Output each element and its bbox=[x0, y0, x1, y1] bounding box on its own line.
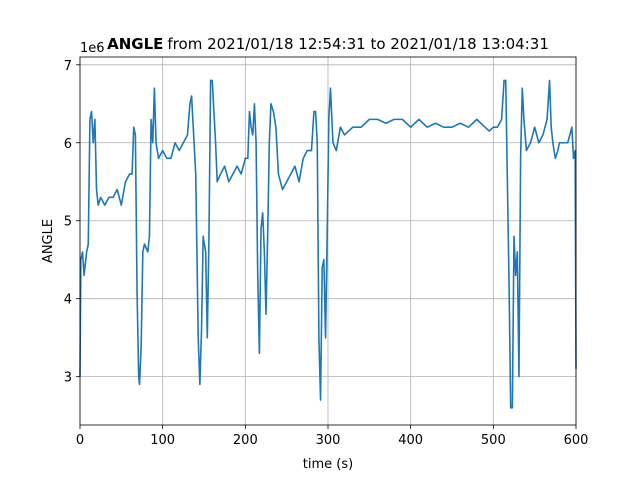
y-tick-label: 5 bbox=[64, 215, 72, 230]
y-axis-label: ANGLE bbox=[41, 219, 56, 263]
x-tick-label: 600 bbox=[564, 433, 589, 448]
title-rest: from 2021/01/18 12:54:31 to 2021/01/18 1… bbox=[167, 35, 548, 53]
y-tick-label: 4 bbox=[64, 293, 72, 308]
y-tick-label: 3 bbox=[64, 371, 72, 386]
data-line bbox=[79, 79, 577, 409]
x-tick-label: 200 bbox=[233, 433, 258, 448]
y-offset-label: 1e6 bbox=[80, 41, 105, 56]
x-tick-label: 0 bbox=[76, 433, 84, 448]
x-tick-label: 500 bbox=[481, 433, 506, 448]
y-tick-label: 7 bbox=[64, 59, 72, 74]
y-tick-label: 6 bbox=[64, 137, 72, 152]
plot-frame bbox=[79, 56, 577, 426]
title-bold: ANGLE bbox=[107, 35, 163, 53]
x-tick-label: 300 bbox=[316, 433, 341, 448]
x-axis-label: time (s) bbox=[303, 457, 353, 472]
x-tick-label: 400 bbox=[398, 433, 423, 448]
x-tick-label: 100 bbox=[150, 433, 175, 448]
chart-title: ANGLE from 2021/01/18 12:54:31 to 2021/01… bbox=[107, 35, 549, 53]
